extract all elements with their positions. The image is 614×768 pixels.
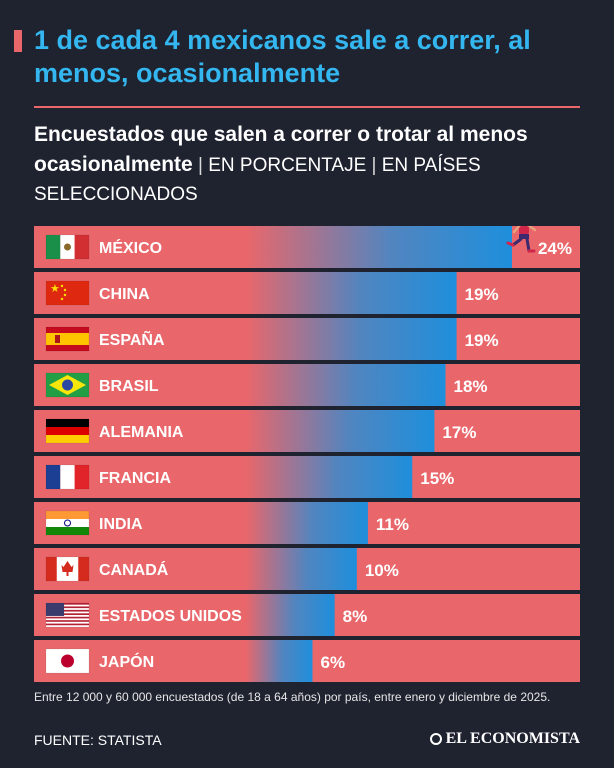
value-label: 8% (343, 607, 368, 626)
category-label: FRANCIA (99, 470, 171, 487)
category-label: JAPÓN (99, 652, 154, 671)
spain-flag-icon (45, 326, 90, 352)
footnote: Entre 12 000 y 60 000 encuestados (de 18… (34, 690, 551, 704)
subtitle-scope: EN PAÍSES SELECCIONADOS (34, 155, 481, 205)
bar-row: ESPAÑA 19% (34, 318, 580, 360)
japan-flag-icon (45, 648, 90, 674)
value-label: 11% (376, 515, 409, 534)
bar (246, 364, 446, 406)
bar (246, 410, 435, 452)
category-label: MÉXICO (99, 238, 162, 257)
bar (246, 640, 313, 682)
brand-name: EL ECONOMISTA (445, 730, 580, 747)
value-label: 18% (454, 377, 488, 396)
subtitle-unit: EN PORCENTAJE (208, 155, 367, 176)
bar-row: ★ CHINA 19% (34, 272, 580, 314)
mexico-flag-icon (45, 234, 90, 260)
runner-icon (506, 226, 537, 253)
value-label: 6% (321, 653, 346, 672)
subtitle: Encuestados que salen a correr o trotar … (34, 120, 594, 209)
bar-row: ESTADOS UNIDOS 8% (34, 594, 580, 636)
divider (34, 106, 580, 108)
category-label: CANADÁ (99, 560, 169, 579)
bar (246, 456, 413, 498)
france-flag-icon (45, 464, 90, 490)
brand-icon (429, 733, 442, 745)
bar (246, 272, 457, 314)
bar-row: FRANCIA 15% (34, 456, 580, 498)
bar-row: CANADÁ 10% (34, 548, 580, 590)
bar-row: ALEMANIA 17% (34, 410, 580, 452)
bar-row: MÉXICO 24% (34, 226, 580, 268)
subtitle-bold: Encuestados que salen a correr o trotar … (34, 123, 528, 176)
bar-chart: MÉXICO 24% ★ CHINA 19% ESPAÑA 19% BRASIL 18% ALEM… (34, 226, 580, 682)
source: FUENTE: STATISTA (34, 732, 162, 748)
bar-row: JAPÓN 6% (34, 640, 580, 682)
category-label: ALEMANIA (99, 424, 184, 441)
subtitle-separator-1: | (192, 155, 209, 176)
bar (246, 548, 357, 590)
value-label: 19% (465, 331, 499, 350)
category-label: INDIA (99, 516, 143, 533)
category-label: BRASIL (99, 378, 159, 395)
bar-row: INDIA 11% (34, 502, 580, 544)
bar (246, 318, 457, 360)
category-label: ESPAÑA (99, 329, 165, 349)
category-label: CHINA (99, 286, 150, 303)
india-flag-icon (45, 510, 90, 536)
usa-flag-icon (45, 602, 90, 628)
brand-logo: EL ECONOMISTA (429, 730, 580, 748)
germany-flag-icon (45, 418, 90, 444)
value-label: 24% (538, 239, 572, 258)
value-label: 10% (365, 561, 399, 580)
value-label: 15% (420, 469, 454, 488)
svg-text:★: ★ (50, 282, 60, 295)
bar (246, 594, 335, 636)
headline: 1 de cada 4 mexicanos sale a correr, al … (34, 25, 531, 88)
canada-flag-icon (45, 556, 90, 582)
value-label: 19% (465, 285, 499, 304)
bar (246, 226, 512, 268)
category-label: ESTADOS UNIDOS (99, 608, 242, 625)
value-label: 17% (442, 423, 476, 442)
bar (246, 502, 368, 544)
china-flag-icon: ★ (45, 280, 90, 306)
subtitle-separator-2: | (366, 155, 382, 176)
accent-bar (14, 30, 22, 52)
bar-row: BRASIL 18% (34, 364, 580, 406)
brazil-flag-icon (45, 372, 90, 398)
